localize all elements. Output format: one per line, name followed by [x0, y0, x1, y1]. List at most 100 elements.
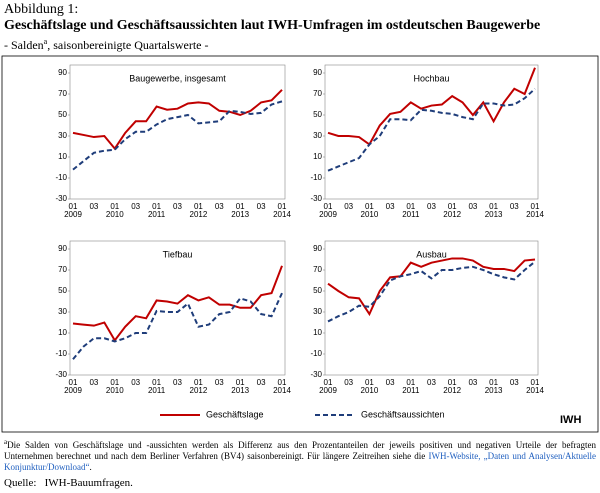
x-year-label: 2009 [64, 210, 82, 219]
x-year-label: 2009 [319, 386, 337, 395]
x-tick-label: 01 [448, 378, 457, 387]
x-tick-label: 03 [215, 378, 224, 387]
subtitle-text: - Salden [4, 38, 44, 52]
y-tick-label: 10 [58, 328, 67, 337]
y-tick-label: 10 [313, 152, 322, 161]
x-year-label: 2012 [190, 386, 208, 395]
y-tick-label: 30 [313, 131, 322, 140]
y-tick-label: 10 [313, 328, 322, 337]
subtitle: - Saldena, saisonbereinigte Quartalswert… [4, 34, 598, 53]
y-tick-label: -30 [55, 194, 67, 203]
plot-frame [69, 64, 286, 200]
line-series [327, 260, 536, 323]
x-year-label: 2009 [319, 210, 337, 219]
line-series [72, 265, 283, 343]
y-tick-label: 30 [58, 131, 67, 140]
x-tick-label: 03 [510, 202, 519, 211]
x-year-label: 2010 [361, 210, 379, 219]
plot-frame [69, 240, 286, 376]
logo: IWH [560, 414, 581, 426]
line-series [327, 257, 536, 317]
footnote: aDie Salden von Geschäftslage und -aussi… [4, 437, 596, 473]
figure-frame [1, 55, 599, 433]
x-tick-label: 03 [257, 202, 266, 211]
x-tick-label: 01 [448, 202, 457, 211]
x-year-label: 2011 [402, 386, 420, 395]
x-year-label: 2010 [106, 210, 124, 219]
line-series [327, 88, 536, 172]
x-tick-label: 01 [69, 202, 78, 211]
x-year-label: 2014 [526, 210, 544, 219]
plot-frame [324, 64, 539, 200]
x-year-label: 2014 [273, 386, 291, 395]
line-series [72, 100, 283, 171]
x-tick-label: 01 [324, 378, 333, 387]
y-tick-label: -30 [310, 194, 322, 203]
x-tick-label: 03 [468, 378, 477, 387]
x-tick-label: 03 [257, 378, 266, 387]
x-tick-label: 01 [489, 202, 498, 211]
y-tick-label: -10 [55, 173, 67, 182]
source-label: Quelle: [4, 477, 37, 489]
legend-label: Geschäftsaussichten [361, 409, 445, 419]
x-tick-label: 03 [215, 202, 224, 211]
y-tick-label: -10 [310, 173, 322, 182]
line-series [327, 67, 536, 146]
x-tick-label: 01 [152, 378, 161, 387]
x-year-label: 2011 [148, 210, 166, 219]
y-tick-label: -30 [310, 370, 322, 379]
x-year-label: 2010 [106, 386, 124, 395]
x-tick-label: 03 [427, 378, 436, 387]
x-tick-label: 01 [236, 202, 245, 211]
footnote-text: Die Salden von Geschäftslage und -aussic… [4, 440, 596, 461]
x-year-label: 2014 [526, 386, 544, 395]
x-tick-label: 01 [531, 202, 540, 211]
panel-title: Tiefbau [163, 249, 193, 259]
x-tick-label: 01 [152, 202, 161, 211]
footnote-link[interactable]: IWH-Website, „Daten und Analysen/Aktuell… [4, 451, 596, 472]
x-year-label: 2014 [273, 210, 291, 219]
plot-frame [324, 240, 539, 376]
x-tick-label: 01 [531, 378, 540, 387]
y-tick-label: 30 [58, 307, 67, 316]
y-tick-label: -30 [55, 370, 67, 379]
x-year-label: 2013 [231, 210, 249, 219]
figure-title: Geschäftslage und Geschäftsaussichten la… [4, 18, 541, 33]
x-year-label: 2013 [231, 386, 249, 395]
y-tick-label: 70 [313, 89, 322, 98]
x-year-label: 2011 [402, 210, 420, 219]
x-tick-label: 03 [468, 202, 477, 211]
header: Abbildung 1: Geschäftslage und Geschäfts… [4, 2, 598, 53]
line-series [72, 89, 283, 151]
subtitle-text: , saisonbereinigte Quartalswerte - [47, 38, 209, 52]
x-tick-label: 03 [173, 378, 182, 387]
y-tick-label: 10 [58, 152, 67, 161]
footnote-end: . [89, 462, 92, 472]
y-tick-label: 50 [313, 110, 322, 119]
x-tick-label: 01 [110, 202, 119, 211]
x-tick-label: 01 [278, 202, 287, 211]
y-tick-label: 50 [313, 286, 322, 295]
legend-label: Geschäftslage [206, 409, 264, 419]
source: Quelle: IWH-Bauumfragen. [4, 477, 133, 489]
x-tick-label: 03 [427, 202, 436, 211]
x-tick-label: 01 [69, 378, 78, 387]
x-tick-label: 01 [365, 378, 374, 387]
x-tick-label: 03 [344, 378, 353, 387]
y-tick-label: 90 [58, 244, 67, 253]
x-tick-label: 03 [386, 378, 395, 387]
x-tick-label: 01 [278, 378, 287, 387]
x-tick-label: 01 [110, 378, 119, 387]
x-tick-label: 01 [236, 378, 245, 387]
y-tick-label: 90 [58, 68, 67, 77]
x-year-label: 2011 [148, 386, 166, 395]
subtitle-marker: a [43, 37, 48, 46]
line-series [72, 292, 283, 360]
y-tick-label: 50 [58, 286, 67, 295]
x-tick-label: 01 [489, 378, 498, 387]
y-tick-label: 70 [313, 265, 322, 274]
y-tick-label: -10 [55, 349, 67, 358]
x-year-label: 2012 [190, 210, 208, 219]
